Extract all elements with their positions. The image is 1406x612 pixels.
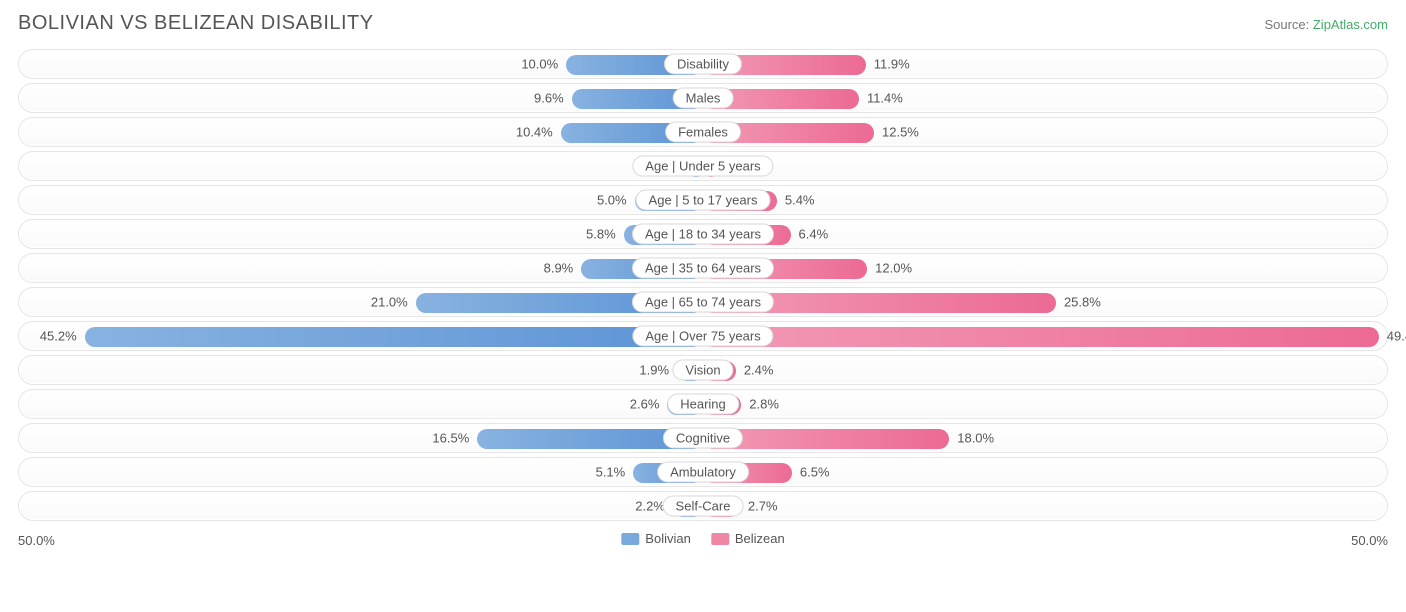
value-left: 9.6% — [534, 91, 564, 106]
chart-row: 5.0% 5.4% Age | 5 to 17 years — [18, 185, 1388, 215]
value-left: 10.4% — [516, 125, 553, 140]
chart-rows: 10.0%11.9%Disability9.6%11.4%Males10.4%1… — [18, 49, 1388, 521]
value-right: 18.0% — [957, 431, 994, 446]
chart-axis: 50.0% 50.0% Bolivian Belizean — [18, 527, 1388, 557]
category-label: Vision — [672, 360, 733, 381]
value-right: 25.8% — [1064, 295, 1101, 310]
value-right: 5.4% — [785, 193, 815, 208]
value-right: 12.0% — [875, 261, 912, 276]
category-label: Females — [665, 122, 741, 143]
legend-label-right: Belizean — [735, 531, 785, 546]
value-left: 2.6% — [630, 397, 660, 412]
value-left: 5.1% — [596, 465, 626, 480]
source-prefix: Source: — [1264, 17, 1312, 32]
chart-legend: Bolivian Belizean — [621, 531, 784, 546]
chart-row: 10.0% 11.9% Disability — [18, 49, 1388, 79]
chart-header: BOLIVIAN VS BELIZEAN DISABILITY Source: … — [18, 12, 1388, 35]
category-label: Age | 35 to 64 years — [632, 258, 774, 279]
chart-row: 9.6% 11.4% Males — [18, 83, 1388, 113]
bar-left — [85, 327, 703, 347]
chart-row: 2.2% 2.7% Self-Care — [18, 491, 1388, 521]
axis-left-label: 50.0% — [18, 533, 55, 548]
axis-right-label: 50.0% — [1351, 533, 1388, 548]
value-right: 2.4% — [744, 363, 774, 378]
source-link[interactable]: ZipAtlas.com — [1313, 17, 1388, 32]
category-label: Age | 18 to 34 years — [632, 224, 774, 245]
value-left: 5.0% — [597, 193, 627, 208]
category-label: Ambulatory — [657, 462, 749, 483]
category-label: Hearing — [667, 394, 739, 415]
legend-item-right: Belizean — [711, 531, 785, 546]
value-right: 11.9% — [874, 57, 910, 72]
category-label: Age | 65 to 74 years — [632, 292, 774, 313]
legend-label-left: Bolivian — [645, 531, 691, 546]
chart-row: 1.9% 2.4% Vision — [18, 355, 1388, 385]
value-left: 2.2% — [635, 499, 665, 514]
category-label: Age | Under 5 years — [632, 156, 773, 177]
bar-right — [703, 327, 1379, 347]
legend-swatch-left — [621, 533, 639, 545]
value-left: 16.5% — [432, 431, 469, 446]
chart-row: 10.4% 12.5% Females — [18, 117, 1388, 147]
category-label: Cognitive — [663, 428, 743, 449]
category-label: Self-Care — [663, 496, 744, 517]
category-label: Age | Over 75 years — [632, 326, 773, 347]
value-left: 8.9% — [544, 261, 574, 276]
value-left: 45.2% — [40, 329, 77, 344]
value-right: 2.7% — [748, 499, 778, 514]
chart-row: 5.1% 6.5% Ambulatory — [18, 457, 1388, 487]
value-right: 6.5% — [800, 465, 830, 480]
value-right: 49.4% — [1387, 329, 1406, 344]
value-left: 5.8% — [586, 227, 616, 242]
value-right: 6.4% — [799, 227, 829, 242]
chart-row: 21.0% 25.8% Age | 65 to 74 years — [18, 287, 1388, 317]
value-left: 1.9% — [639, 363, 669, 378]
value-right: 11.4% — [867, 91, 903, 106]
chart-row: 2.6% 2.8% Hearing — [18, 389, 1388, 419]
chart-row: 16.5% 18.0% Cognitive — [18, 423, 1388, 453]
value-right: 2.8% — [749, 397, 779, 412]
chart-row: 5.8% 6.4% Age | 18 to 34 years — [18, 219, 1388, 249]
value-left: 21.0% — [371, 295, 408, 310]
chart-source: Source: ZipAtlas.com — [1264, 17, 1388, 32]
legend-swatch-right — [711, 533, 729, 545]
chart-row: 8.9% 12.0% Age | 35 to 64 years — [18, 253, 1388, 283]
category-label: Males — [673, 88, 734, 109]
chart-row: 1.0%1.2%Age | Under 5 years — [18, 151, 1388, 181]
chart-title: BOLIVIAN VS BELIZEAN DISABILITY — [18, 12, 374, 35]
legend-item-left: Bolivian — [621, 531, 691, 546]
value-right: 12.5% — [882, 125, 919, 140]
value-left: 10.0% — [521, 57, 558, 72]
chart-container: BOLIVIAN VS BELIZEAN DISABILITY Source: … — [0, 0, 1406, 612]
category-label: Disability — [664, 54, 742, 75]
chart-row: 45.2%49.4%Age | Over 75 years — [18, 321, 1388, 351]
category-label: Age | 5 to 17 years — [636, 190, 771, 211]
